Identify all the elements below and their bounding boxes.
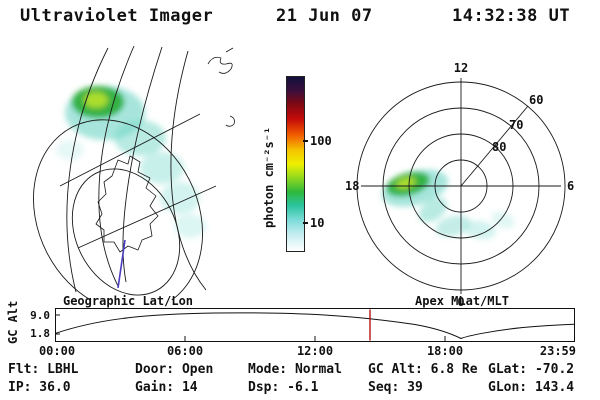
colorbar bbox=[286, 76, 305, 252]
colorbar-units-label: photon cm⁻²s⁻¹ bbox=[262, 126, 276, 228]
timeline-ytick-top: 9.0 bbox=[30, 309, 50, 322]
geo-grid-lines bbox=[33, 45, 217, 300]
mlat-label-80: 80 bbox=[492, 140, 506, 154]
coastline-fragment-top bbox=[207, 47, 234, 74]
antarctica-coastline bbox=[95, 155, 159, 253]
timeline-xtick-1200: 12:00 bbox=[296, 344, 334, 358]
polar-grid-axes bbox=[361, 78, 561, 294]
mlt-label-0: 0 bbox=[457, 295, 464, 309]
timeline-axis-ticks bbox=[55, 314, 446, 342]
geographic-map-plot bbox=[33, 45, 235, 300]
status-dsp: Dsp: -6.1 bbox=[248, 380, 319, 395]
geo-panel-caption: Geographic Lat/Lon bbox=[62, 294, 194, 308]
mlat-label-60: 60 bbox=[529, 93, 543, 107]
coastline-fragment-right bbox=[225, 115, 235, 127]
mlt-label-18: 18 bbox=[345, 179, 359, 193]
timeline-xtick-1800: 18:00 bbox=[426, 344, 464, 358]
observation-date: 21 Jun 07 bbox=[276, 6, 373, 26]
status-ip: IP: 36.0 bbox=[8, 380, 71, 395]
mlt-label-6: 6 bbox=[567, 179, 574, 193]
timeline-xtick-2359: 23:59 bbox=[539, 344, 576, 358]
status-seq: Seq: 39 bbox=[368, 380, 423, 395]
status-glat: GLat: -70.2 bbox=[488, 362, 575, 377]
colorbar-tick-10 bbox=[303, 222, 308, 224]
spacecraft-track-marker bbox=[117, 239, 126, 289]
colorbar-tick-label-100: 100 bbox=[310, 134, 332, 148]
altitude-timeline-plot bbox=[55, 308, 575, 342]
colorbar-tick-label-10: 10 bbox=[310, 216, 325, 230]
apex-panel-caption: Apex MLat/MLT bbox=[415, 294, 509, 308]
colorbar-tick-100 bbox=[303, 140, 308, 142]
page-title: Ultraviolet Imager bbox=[20, 6, 214, 26]
timeline-ytick-bottom: 1.8 bbox=[30, 327, 50, 340]
status-glon: GLon: 143.4 bbox=[488, 380, 575, 395]
timeline-ylabel: GC Alt bbox=[6, 300, 20, 344]
gc-alt-curve bbox=[55, 312, 575, 340]
status-gain: Gain: 14 bbox=[135, 380, 198, 395]
mlat-label-70: 70 bbox=[509, 118, 523, 132]
status-mode: Mode: Normal bbox=[248, 362, 342, 377]
status-flt: Flt: LBHL bbox=[8, 362, 79, 377]
status-door: Door: Open bbox=[135, 362, 214, 377]
aurora-emission-geo bbox=[56, 86, 206, 238]
apex-polar-plot: 12 18 6 0 60 70 80 bbox=[345, 61, 574, 309]
mlt-label-12: 12 bbox=[454, 61, 468, 75]
timeline-xtick-0600: 06:00 bbox=[166, 344, 204, 358]
aurora-emission-polar bbox=[381, 169, 515, 240]
timeline-xtick-0000: 00:00 bbox=[38, 344, 76, 358]
observation-time: 14:32:38 UT bbox=[452, 6, 571, 26]
status-gc-alt: GC Alt: 6.8 Re bbox=[368, 362, 478, 377]
